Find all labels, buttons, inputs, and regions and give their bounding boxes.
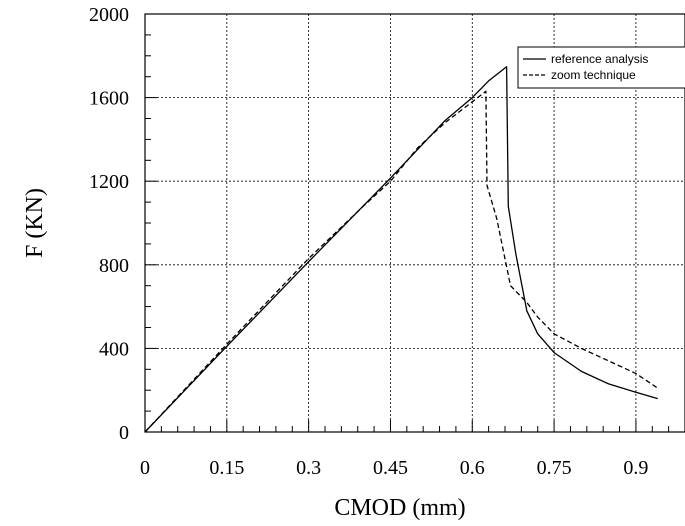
series-layer	[144, 66, 659, 433]
x-tick-label: 0.3	[296, 457, 321, 479]
legend-label-1: zoom technique	[551, 68, 636, 82]
ticks: 0 0.15 0.3 0.45 0.6 0.75 0.9 0 400 800 1200 1600 200…	[89, 4, 670, 479]
x-tick-label: 0.15	[209, 457, 244, 479]
y-tick-label: 0	[119, 422, 129, 444]
legend-box	[517, 46, 685, 89]
series-line-0	[144, 66, 658, 433]
x-tick-label: 0.45	[373, 457, 408, 479]
y-axis-title: F (KN)	[22, 188, 48, 258]
y-tick-label: 400	[99, 338, 129, 360]
y-tick-label: 1200	[89, 171, 129, 193]
x-tick-label: 0.9	[623, 457, 648, 479]
legend-label-0: reference analysis	[551, 52, 648, 66]
x-tick-label: 0.75	[537, 457, 572, 479]
y-tick-label: 800	[99, 255, 129, 277]
x-axis-title: CMOD (mm)	[334, 495, 465, 521]
series-line-1	[144, 90, 659, 433]
y-tick-label: 2000	[89, 4, 129, 26]
x-tick-label: 0.6	[460, 457, 485, 479]
x-tick-label: 0	[140, 457, 150, 479]
y-tick-label: 1600	[89, 88, 129, 110]
legend: reference analysis zoom technique	[517, 46, 685, 89]
